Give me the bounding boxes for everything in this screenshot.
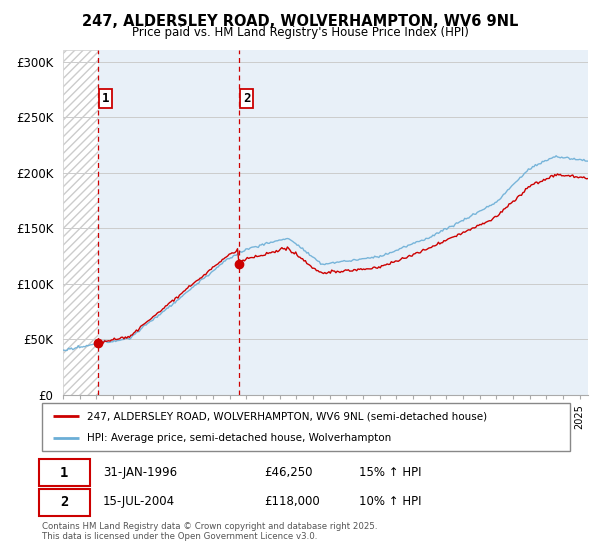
Text: 247, ALDERSLEY ROAD, WOLVERHAMPTON, WV6 9NL (semi-detached house): 247, ALDERSLEY ROAD, WOLVERHAMPTON, WV6 … bbox=[87, 411, 487, 421]
Text: Contains HM Land Registry data © Crown copyright and database right 2025.
This d: Contains HM Land Registry data © Crown c… bbox=[42, 522, 377, 542]
Text: HPI: Average price, semi-detached house, Wolverhampton: HPI: Average price, semi-detached house,… bbox=[87, 433, 391, 443]
Text: 15-JUL-2004: 15-JUL-2004 bbox=[103, 496, 175, 508]
Text: 15% ↑ HPI: 15% ↑ HPI bbox=[359, 466, 421, 479]
FancyBboxPatch shape bbox=[42, 403, 570, 451]
Bar bbox=[98, 50, 588, 395]
Text: Price paid vs. HM Land Registry's House Price Index (HPI): Price paid vs. HM Land Registry's House … bbox=[131, 26, 469, 39]
Bar bbox=[63, 50, 98, 395]
Text: 2: 2 bbox=[243, 92, 250, 105]
Text: 1: 1 bbox=[102, 92, 109, 105]
Text: 31-JAN-1996: 31-JAN-1996 bbox=[103, 466, 177, 479]
Text: 10% ↑ HPI: 10% ↑ HPI bbox=[359, 496, 421, 508]
Text: 247, ALDERSLEY ROAD, WOLVERHAMPTON, WV6 9NL: 247, ALDERSLEY ROAD, WOLVERHAMPTON, WV6 … bbox=[82, 14, 518, 29]
Text: £118,000: £118,000 bbox=[264, 496, 320, 508]
Text: 2: 2 bbox=[60, 495, 68, 509]
Text: 1: 1 bbox=[60, 466, 68, 479]
FancyBboxPatch shape bbox=[40, 459, 89, 486]
FancyBboxPatch shape bbox=[40, 489, 89, 516]
Text: £46,250: £46,250 bbox=[264, 466, 312, 479]
